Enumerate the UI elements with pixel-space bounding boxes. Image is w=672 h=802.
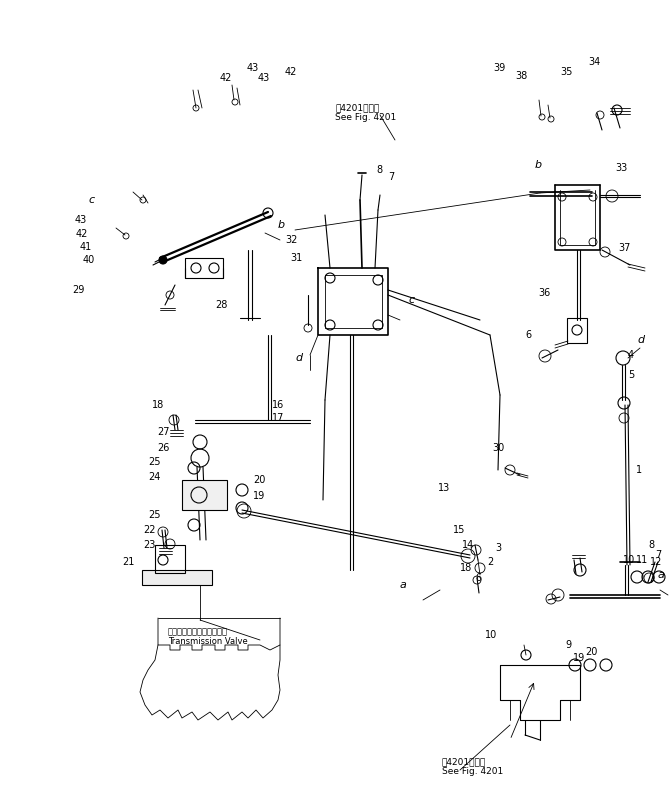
- Text: 第4201図参照: 第4201図参照: [335, 103, 379, 112]
- Text: 10: 10: [485, 630, 497, 640]
- Text: 第4201図参照: 第4201図参照: [442, 758, 487, 767]
- Bar: [182, 480, 227, 510]
- Text: 39: 39: [493, 63, 505, 73]
- Text: 43: 43: [258, 73, 270, 83]
- Text: 2: 2: [487, 557, 493, 567]
- Text: 9: 9: [565, 640, 571, 650]
- Text: 26: 26: [157, 443, 169, 453]
- Text: 12: 12: [650, 557, 663, 567]
- Text: 20: 20: [253, 475, 265, 485]
- Text: 24: 24: [148, 472, 161, 482]
- Text: d: d: [637, 335, 644, 345]
- Text: 17: 17: [272, 413, 284, 423]
- Text: 23: 23: [143, 540, 155, 550]
- Text: 25: 25: [148, 510, 161, 520]
- Text: c: c: [408, 295, 414, 305]
- Text: 19: 19: [253, 491, 265, 501]
- Text: 16: 16: [272, 400, 284, 410]
- Text: トランスミッションバルブ: トランスミッションバルブ: [168, 627, 228, 637]
- Text: 25: 25: [148, 457, 161, 467]
- Text: 40: 40: [83, 255, 95, 265]
- Text: 7: 7: [388, 172, 394, 182]
- Text: 7: 7: [655, 550, 661, 560]
- Bar: [567, 318, 587, 343]
- Text: a: a: [658, 570, 665, 580]
- Text: 37: 37: [618, 243, 630, 253]
- Text: 8: 8: [648, 540, 654, 550]
- Text: 43: 43: [247, 63, 259, 73]
- Text: 6: 6: [475, 573, 481, 583]
- Text: 20: 20: [585, 647, 597, 657]
- Text: 22: 22: [143, 525, 155, 535]
- Text: 38: 38: [515, 71, 528, 81]
- Text: 28: 28: [215, 300, 227, 310]
- Text: 41: 41: [80, 242, 92, 252]
- Text: Transmission Valve: Transmission Valve: [168, 638, 248, 646]
- Text: 27: 27: [157, 427, 169, 437]
- Text: d: d: [295, 353, 302, 363]
- Text: 1: 1: [636, 465, 642, 475]
- Text: b: b: [535, 160, 542, 170]
- Text: See Fig. 4201: See Fig. 4201: [442, 768, 503, 776]
- Text: 34: 34: [588, 57, 600, 67]
- Text: a: a: [400, 580, 407, 590]
- Text: 8: 8: [376, 165, 382, 175]
- Circle shape: [159, 256, 167, 264]
- Text: 31: 31: [290, 253, 302, 263]
- Bar: [155, 545, 185, 573]
- Text: 32: 32: [285, 235, 298, 245]
- Text: 30: 30: [492, 443, 504, 453]
- Bar: [185, 258, 223, 278]
- Text: See Fig. 4201: See Fig. 4201: [335, 114, 396, 123]
- Text: 35: 35: [560, 67, 573, 77]
- Text: 13: 13: [438, 483, 450, 493]
- Text: 36: 36: [538, 288, 550, 298]
- Text: 15: 15: [453, 525, 466, 535]
- Text: 42: 42: [220, 73, 233, 83]
- Text: 14: 14: [462, 540, 474, 550]
- Text: 43: 43: [75, 215, 87, 225]
- Text: 42: 42: [285, 67, 298, 77]
- Text: 4: 4: [628, 350, 634, 360]
- Text: 21: 21: [122, 557, 134, 567]
- Text: 29: 29: [72, 285, 85, 295]
- Text: 18: 18: [152, 400, 164, 410]
- Text: 6: 6: [525, 330, 531, 340]
- Text: 19: 19: [573, 653, 585, 663]
- Bar: [142, 570, 212, 585]
- Text: c: c: [88, 195, 94, 205]
- Text: 42: 42: [76, 229, 89, 239]
- Text: 11: 11: [636, 555, 648, 565]
- Text: 18: 18: [460, 563, 472, 573]
- Text: b: b: [278, 220, 285, 230]
- Text: 10: 10: [623, 555, 635, 565]
- Text: 5: 5: [628, 370, 634, 380]
- Text: 3: 3: [495, 543, 501, 553]
- Text: 33: 33: [615, 163, 627, 173]
